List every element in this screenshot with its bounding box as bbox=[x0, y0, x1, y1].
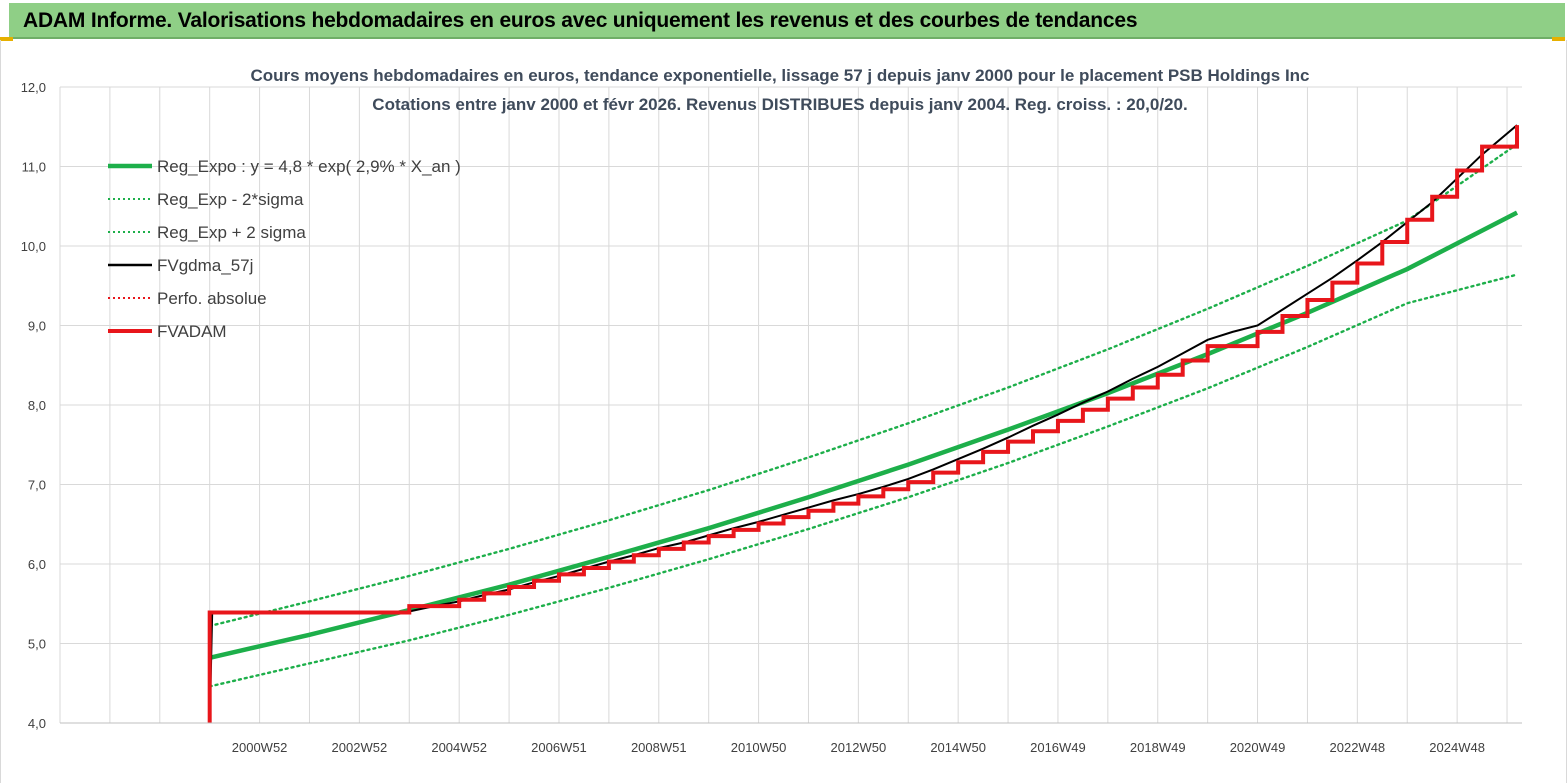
legend-label: Perfo. absolue bbox=[157, 289, 267, 308]
legend-label: Reg_Expo : y = 4,8 * exp( 2,9% * X_an ) bbox=[157, 157, 461, 176]
chart-subtitle: Cotations entre janv 2000 et févr 2026. … bbox=[372, 95, 1187, 114]
x-tick-label: 2010W50 bbox=[731, 740, 787, 755]
y-tick-label: 8,0 bbox=[28, 398, 46, 413]
grid-layer bbox=[59, 86, 1522, 724]
x-tick-label: 2014W50 bbox=[930, 740, 986, 755]
legend-label: FVgdma_57j bbox=[157, 256, 253, 275]
axis-layer: 4,0 5,0 6,0 7,0 8,0 9,0 10,0 11,0 12,0 2000W52 200… bbox=[21, 80, 1522, 755]
x-tick-label: 2006W51 bbox=[531, 740, 587, 755]
series-line-0 bbox=[209, 210, 1519, 661]
corner-marker-right bbox=[1552, 37, 1565, 41]
series-line-3 bbox=[208, 124, 1518, 724]
y-tick-label: 10,0 bbox=[21, 239, 46, 254]
series-layer bbox=[207, 124, 1520, 724]
x-tick-label: 2024W48 bbox=[1429, 740, 1485, 755]
series-line-2 bbox=[208, 143, 1519, 628]
x-tick-label: 2022W48 bbox=[1330, 740, 1386, 755]
x-tick-label: 2000W52 bbox=[232, 740, 288, 755]
legend-layer: Reg_Expo : y = 4,8 * exp( 2,9% * X_an ) R… bbox=[108, 157, 461, 341]
x-tick-label: 2004W52 bbox=[431, 740, 487, 755]
x-tick-label: 2002W52 bbox=[332, 740, 388, 755]
report-banner: ADAM Informe. Valorisations hebdomadaire… bbox=[9, 3, 1565, 39]
y-tick-label: 12,0 bbox=[21, 80, 46, 95]
y-tick-label: 9,0 bbox=[28, 319, 46, 334]
legend-label: Reg_Exp - 2*sigma bbox=[157, 190, 304, 209]
x-tick-label: 2020W49 bbox=[1230, 740, 1286, 755]
legend-label: FVADAM bbox=[157, 322, 227, 341]
y-tick-label: 6,0 bbox=[28, 557, 46, 572]
y-tick-label: 11,0 bbox=[22, 160, 46, 175]
x-tick-label: 2016W49 bbox=[1030, 740, 1086, 755]
series-line-1 bbox=[208, 273, 1519, 688]
chart-title: Cours moyens hebdomadaires en euros, ten… bbox=[250, 66, 1309, 85]
y-tick-label: 5,0 bbox=[28, 637, 46, 652]
series-line-5 bbox=[207, 125, 1520, 723]
corner-marker-left bbox=[0, 37, 13, 41]
y-tick-label: 4,0 bbox=[28, 716, 46, 731]
report-title: ADAM Informe. Valorisations hebdomadaire… bbox=[23, 9, 1138, 32]
x-tick-label: 2008W51 bbox=[631, 740, 687, 755]
legend-label: Reg_Exp + 2 sigma bbox=[157, 223, 306, 242]
x-tick-label: 2012W50 bbox=[831, 740, 887, 755]
y-tick-label: 7,0 bbox=[28, 478, 46, 493]
x-tick-label: 2018W49 bbox=[1130, 740, 1186, 755]
